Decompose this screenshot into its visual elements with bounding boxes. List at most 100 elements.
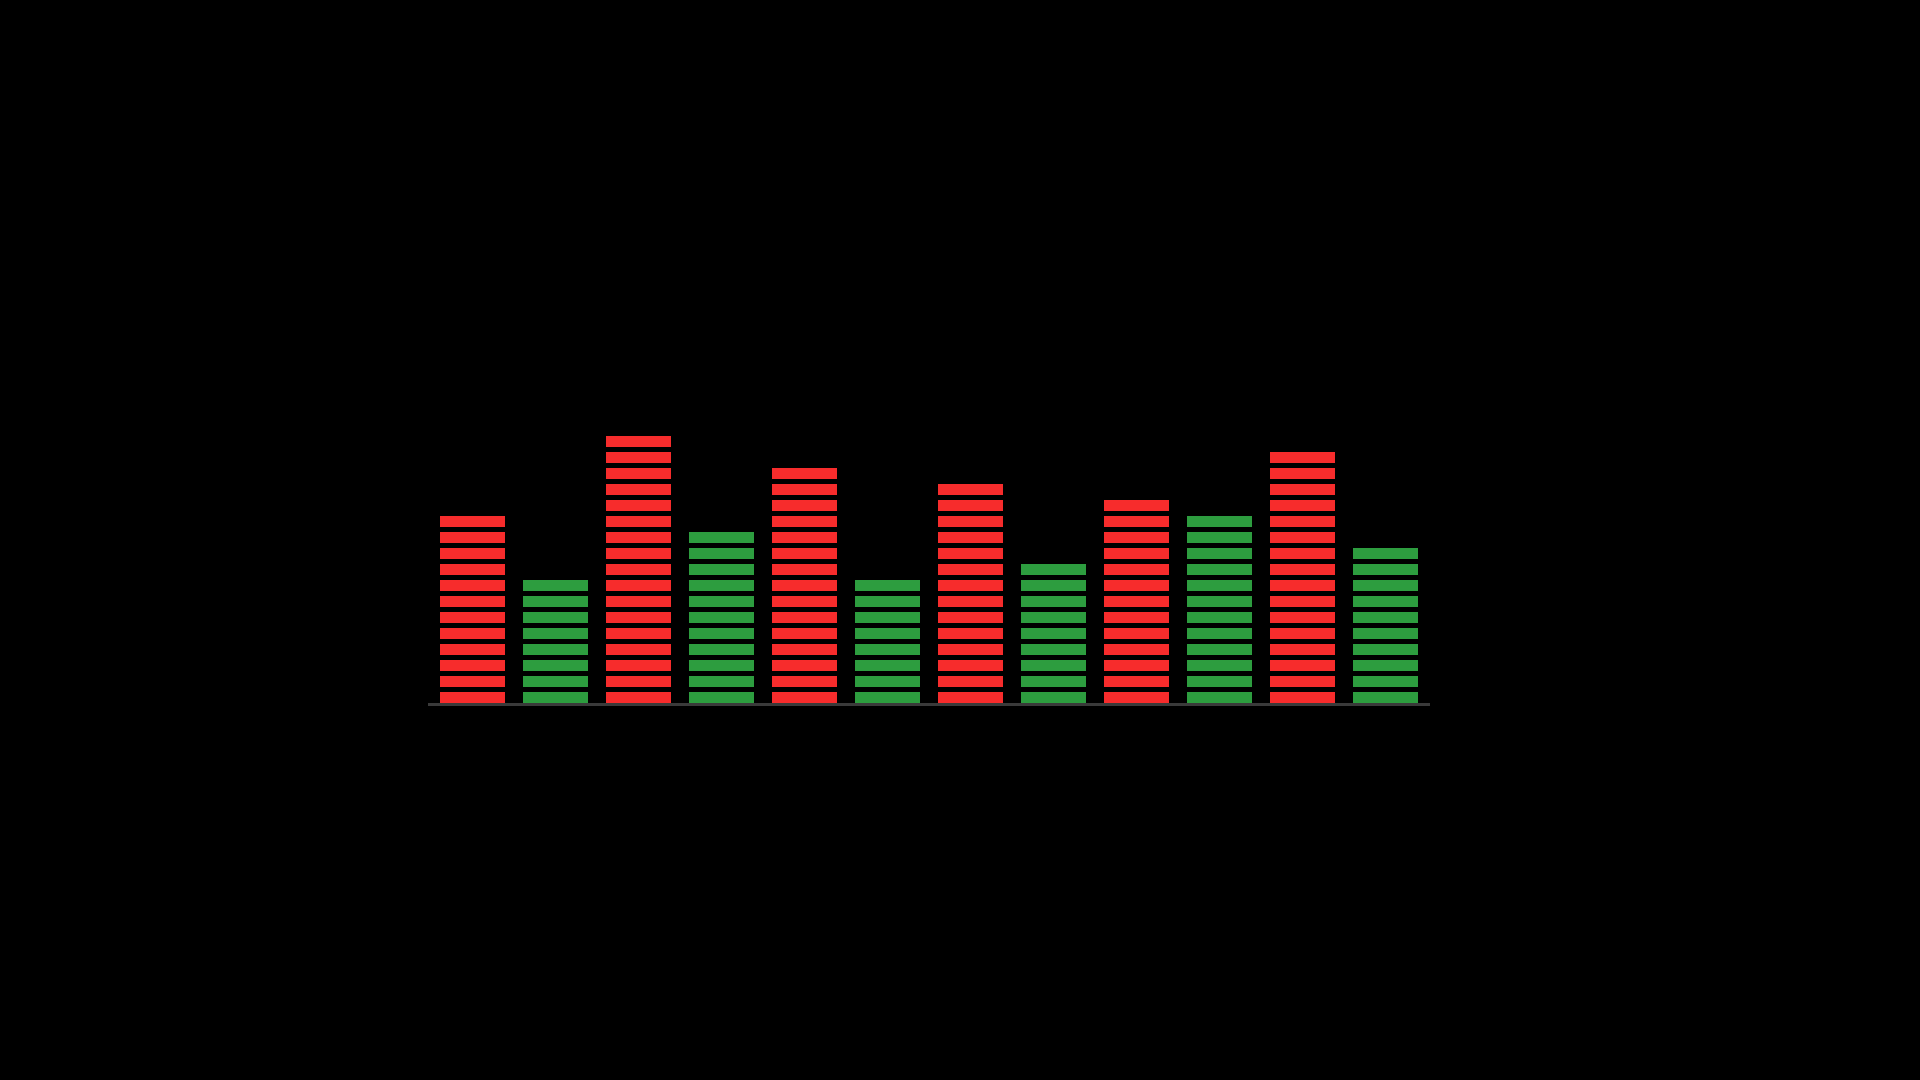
bar-segment — [1104, 564, 1169, 575]
bar-column — [855, 580, 920, 703]
bar-segment — [1353, 612, 1418, 623]
bar-segment — [606, 452, 671, 463]
bar-segment — [689, 596, 754, 607]
bar-segment — [772, 564, 837, 575]
bar-segment — [689, 692, 754, 703]
bar-segment — [855, 644, 920, 655]
bar-segment — [855, 692, 920, 703]
bar-segment — [1353, 660, 1418, 671]
bar-segment — [1104, 532, 1169, 543]
bar-segment — [1104, 612, 1169, 623]
bar-segment — [1270, 468, 1335, 479]
bar-segment — [938, 548, 1003, 559]
bar-segment — [606, 660, 671, 671]
bar-segment — [1021, 612, 1086, 623]
bar-column — [1021, 564, 1086, 703]
bar-segment — [523, 580, 588, 591]
bar-segment — [1353, 692, 1418, 703]
bar-segment — [1270, 452, 1335, 463]
bar-segment — [440, 660, 505, 671]
bar-segment — [1270, 596, 1335, 607]
bar-segment — [855, 660, 920, 671]
bar-segment — [1021, 628, 1086, 639]
bar-segment — [440, 692, 505, 703]
bar-segment — [606, 564, 671, 575]
bar-segment — [1187, 516, 1252, 527]
bar-segment — [1270, 548, 1335, 559]
bar-segment — [689, 644, 754, 655]
bar-segment — [689, 660, 754, 671]
bar-segment — [689, 564, 754, 575]
bar-segment — [606, 628, 671, 639]
bar-segment — [606, 532, 671, 543]
bar-segment — [1270, 516, 1335, 527]
bar-segment — [938, 532, 1003, 543]
bar-segment — [1270, 580, 1335, 591]
bar-segment — [1270, 676, 1335, 687]
bar-column — [523, 580, 588, 703]
x-axis-baseline — [428, 703, 1430, 706]
bar-segment — [1187, 580, 1252, 591]
bar-segment — [1270, 500, 1335, 511]
bar-segment — [772, 644, 837, 655]
bar-segment — [606, 484, 671, 495]
bar-column — [938, 484, 1003, 703]
bar-segment — [689, 580, 754, 591]
bar-column — [1353, 548, 1418, 703]
bar-segment — [440, 532, 505, 543]
bar-segment — [606, 436, 671, 447]
bar-segment — [523, 628, 588, 639]
bar-segment — [1353, 564, 1418, 575]
bar-segment — [440, 516, 505, 527]
bar-segment — [772, 532, 837, 543]
bar-column — [1270, 452, 1335, 703]
bar-segment — [440, 612, 505, 623]
bar-segment — [1104, 548, 1169, 559]
bar-segment — [772, 612, 837, 623]
bar-column — [689, 532, 754, 703]
bar-segment — [1187, 612, 1252, 623]
bar-segment — [440, 548, 505, 559]
bar-segment — [523, 692, 588, 703]
bar-segment — [855, 596, 920, 607]
bar-segment — [1353, 596, 1418, 607]
bar-segment — [772, 548, 837, 559]
bar-segment — [855, 612, 920, 623]
bar-segment — [1187, 532, 1252, 543]
bar-segment — [1187, 676, 1252, 687]
bar-segment — [1021, 564, 1086, 575]
bar-segment — [1104, 516, 1169, 527]
bar-segment — [1353, 548, 1418, 559]
bar-segment — [772, 580, 837, 591]
bar-segment — [606, 644, 671, 655]
bar-segment — [689, 676, 754, 687]
bar-segment — [606, 500, 671, 511]
bar-segment — [1270, 564, 1335, 575]
bar-segment — [1187, 628, 1252, 639]
bar-segment — [772, 676, 837, 687]
bar-segment — [606, 516, 671, 527]
bar-segment — [606, 468, 671, 479]
bar-segment — [1104, 692, 1169, 703]
bar-segment — [689, 532, 754, 543]
bar-segment — [1353, 676, 1418, 687]
bar-segment — [523, 612, 588, 623]
bar-segment — [938, 484, 1003, 495]
bar-segment — [772, 516, 837, 527]
bar-segment — [855, 676, 920, 687]
bar-segment — [1021, 596, 1086, 607]
bar-column — [440, 516, 505, 703]
bar-segment — [1187, 596, 1252, 607]
bar-segment — [938, 692, 1003, 703]
bar-segment — [772, 500, 837, 511]
bar-segment — [606, 692, 671, 703]
bar-segment — [938, 564, 1003, 575]
bar-segment — [1270, 692, 1335, 703]
bar-column — [772, 468, 837, 703]
bar-segment — [1270, 660, 1335, 671]
bar-segment — [938, 660, 1003, 671]
bar-segment — [523, 644, 588, 655]
bar-column — [1104, 500, 1169, 703]
bar-segment — [938, 516, 1003, 527]
